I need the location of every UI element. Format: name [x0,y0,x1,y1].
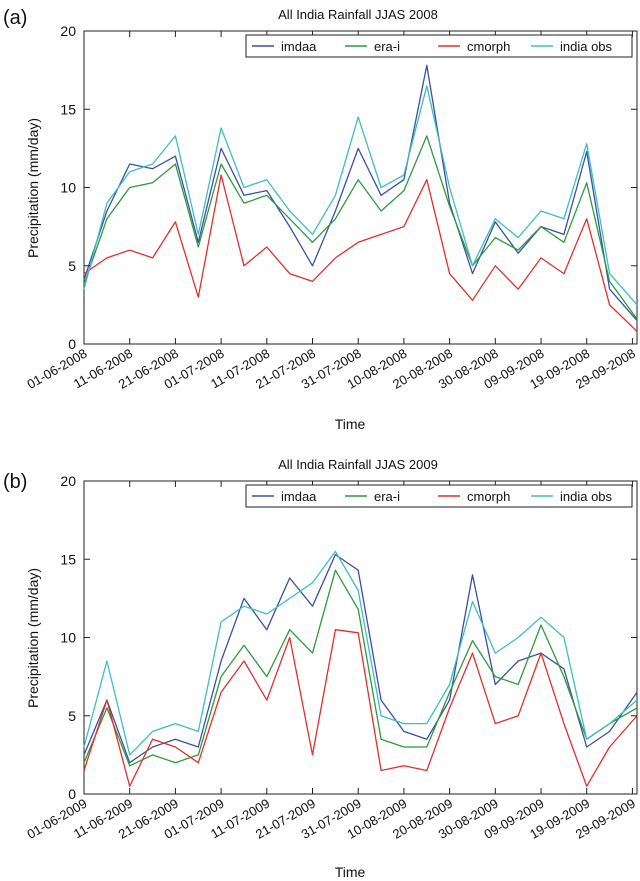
y-tick-label: 0 [68,786,76,802]
y-axis: 0 5 10 15 20 [60,23,637,352]
legend-label-imdaa: imdaa [281,39,317,54]
panel-b: (b) All India Rainfall JJAS 2009 0 5 10 15 2… [3,457,638,880]
legend-label-era-i: era-i [374,39,400,54]
legend-label-cmorph: cmorph [467,489,510,504]
series-layer [83,64,638,332]
panel-label: (a) [3,7,27,29]
y-tick-label: 5 [68,258,76,274]
legend: imdaa era-i cmorph india obs [245,484,633,508]
series-line-era-i [83,569,638,767]
legend-label-india-obs: india obs [560,39,613,54]
x-axis-label: Time [335,864,366,880]
series-line-cmorph [83,174,638,332]
y-tick-label: 15 [60,101,76,117]
legend-label-era-i: era-i [374,489,400,504]
legend-label-imdaa: imdaa [281,489,317,504]
y-axis-label: Precipitation (mm/day) [25,568,41,708]
y-tick-label: 15 [60,551,76,567]
x-axis-label: Time [335,416,366,432]
x-axis: 01-06-200911-06-200921-06-200901-07-2009… [24,481,638,842]
panel-label: (b) [3,471,27,493]
plot-area [83,30,638,345]
y-tick-label: 5 [68,708,76,724]
plot-area [83,480,638,795]
y-axis: 0 5 10 15 20 [60,473,637,802]
series-line-cmorph [83,629,638,787]
chart-title: All India Rainfall JJAS 2009 [278,457,438,472]
chart-title: All India Rainfall JJAS 2008 [278,7,438,22]
legend-label-cmorph: cmorph [467,39,510,54]
panel-a: (a) All India Rainfall JJAS 2008 0 5 10 15 2… [3,7,638,432]
series-line-imdaa [83,64,638,321]
y-tick-label: 10 [60,630,76,646]
series-line-imdaa [83,553,638,764]
y-tick-label: 10 [60,180,76,196]
x-axis: 01-06-200811-06-200821-06-200801-07-2008… [24,31,638,392]
legend-label-india-obs: india obs [560,489,613,504]
y-tick-label: 20 [60,473,76,489]
y-axis-label: Precipitation (mm/day) [25,118,41,258]
series-layer [83,550,638,787]
y-tick-label: 20 [60,23,76,39]
y-tick-label: 0 [68,336,76,352]
series-line-india-obs [83,85,638,306]
series-line-india-obs [83,550,638,756]
legend: imdaa era-i cmorph india obs [245,34,633,58]
series-line-era-i [83,135,638,320]
